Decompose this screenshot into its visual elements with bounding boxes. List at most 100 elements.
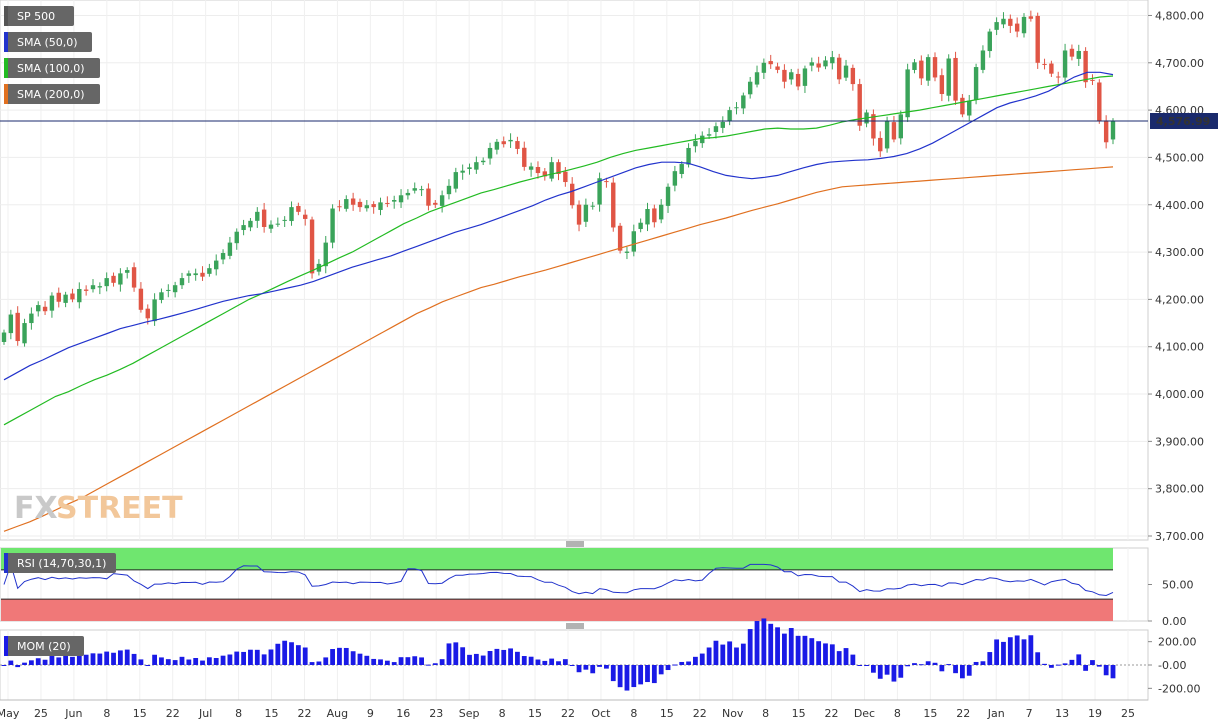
candle-body [309,219,315,274]
mom-bar [987,652,993,665]
candle-body [905,69,910,118]
mom-bar [638,665,644,685]
candle-body [967,100,972,116]
mom-bar [802,635,808,665]
mom-bar [63,655,69,665]
candle-body [645,209,650,225]
mom-bar [295,645,301,665]
candle-body [549,162,554,179]
pane-resize-handle-2[interactable] [566,623,584,629]
candle-body [330,208,335,243]
mom-legend-box[interactable] [4,636,84,656]
candle-body [289,207,294,222]
mom-bar [699,653,705,665]
candle-body [919,60,924,79]
candle-body [1021,16,1027,34]
mom-bar [391,662,397,665]
mom-bar [330,649,335,665]
mom-bar [309,662,315,665]
pane-resize-handle-1[interactable] [566,541,584,547]
candle-body [1110,120,1116,140]
legend-box-3[interactable] [4,84,100,104]
mom-bar [1042,663,1047,665]
candle-body [255,211,260,221]
time-tick-label: 13 [1055,707,1069,720]
mom-bar [905,665,911,667]
mom-bar [487,651,493,665]
candle-body [700,135,705,144]
mom-bar [884,665,890,675]
mom-bar [1028,635,1034,665]
mom-bar [83,654,89,665]
candle-body [624,251,630,253]
candle-body [364,205,370,209]
candle-body [563,171,568,183]
candle-body [166,289,171,291]
mom-bar [508,648,513,665]
mom-bar [378,659,383,665]
candle-body [419,189,424,191]
candle-body [344,199,349,209]
legend-box-0[interactable] [4,6,74,26]
time-tick-label: 9 [367,707,374,720]
mom-bar [761,618,767,665]
time-tick-label: 15 [792,707,806,720]
price-tick-label: 4,100.00 [1155,341,1204,354]
mom-bar [604,665,609,669]
price-tick-label: 4,800.00 [1155,9,1204,22]
candle-body [789,72,794,80]
candle-body [426,188,431,206]
mom-bar [556,661,561,665]
candle-body [337,206,342,208]
candle-body [145,308,150,319]
candle-body [36,305,41,312]
mom-bar [980,661,986,665]
price-tick-label: 4,400.00 [1155,199,1204,212]
mom-bar [179,656,185,665]
mom-bar [521,656,527,665]
mom-bar [70,656,75,665]
rsi-line [3,562,1114,597]
mom-bar [1110,665,1116,679]
mom-bar [241,651,246,665]
candle-body [261,209,267,227]
time-tick-label: 8 [894,707,901,720]
mom-bar [679,661,685,665]
legend-box-1[interactable] [4,32,92,52]
mom-bar [350,651,356,665]
mom-bar [152,654,158,665]
candle-body [515,141,520,149]
candle-body [898,114,903,139]
candle-body [590,205,595,207]
candle-body [741,95,746,109]
candle-body [42,306,48,312]
mom-bar [275,643,281,665]
rsi-legend-box[interactable] [4,553,116,573]
mom-bar [76,654,82,665]
mom-bar [480,655,486,665]
candle-body [528,166,534,170]
mom-bar [576,665,582,673]
time-tick-label: 15 [265,707,279,720]
candle-body [658,204,664,220]
mom-bar [747,629,753,665]
candle-body [953,57,958,101]
candle-body [186,273,192,276]
candle-body [734,107,739,109]
candle-body [446,185,452,195]
candle-body [118,273,123,285]
candle-body [1062,50,1068,78]
legend-box-2[interactable] [4,58,100,78]
mom-bar [193,658,199,665]
mom-bar [939,665,945,672]
mom-bar [111,652,116,665]
candle-body [83,289,89,291]
mom-bar [795,635,801,665]
mom-bar [371,658,377,665]
candle-body [200,272,205,277]
mom-bar [973,661,979,665]
candle-body [385,202,390,204]
mom-bar [473,653,479,665]
candle-body [611,182,616,228]
mom-bar [1083,665,1089,671]
